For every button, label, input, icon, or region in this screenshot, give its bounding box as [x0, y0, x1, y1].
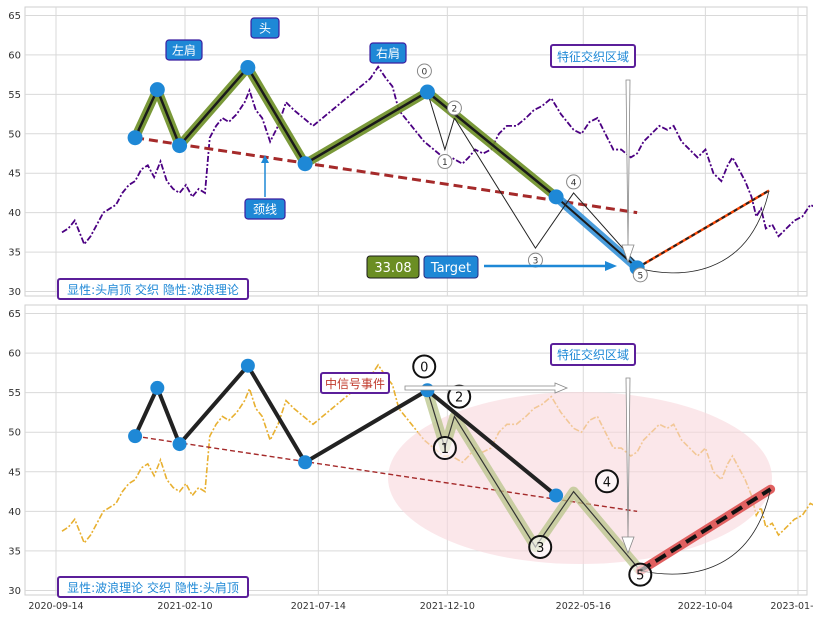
y-tick-label: 55 — [8, 388, 21, 399]
y-tick-label: 60 — [8, 349, 21, 360]
wave-label-text: 4 — [603, 475, 611, 490]
pattern-marker — [172, 138, 188, 154]
zone-text: 特征交织区域 — [557, 347, 629, 362]
wave-label-circle — [528, 534, 553, 559]
y-tick-label: 40 — [8, 208, 21, 219]
wave-label-text: 0 — [420, 361, 428, 376]
zone-arrow — [621, 377, 635, 555]
pattern-marker — [419, 84, 435, 100]
right-shoulder-box — [369, 42, 407, 64]
pattern-marker — [298, 455, 313, 470]
event-arrow — [404, 382, 569, 394]
wave-label-circle — [437, 154, 453, 170]
wave-label-text: 5 — [637, 271, 643, 281]
y-tick-label: 30 — [8, 586, 21, 597]
wave-label-circle — [412, 354, 437, 379]
y-tick-label: 50 — [8, 428, 21, 439]
y-tick-label: 30 — [8, 287, 21, 298]
y-tick-label: 50 — [8, 129, 21, 140]
y-tick-label: 55 — [8, 90, 21, 101]
left-shoulder-text: 左肩 — [172, 43, 196, 58]
y-tick-label: 65 — [8, 11, 21, 22]
wave-label-circle — [632, 267, 648, 283]
top-panel: 3035404550556065012345左肩头右肩颈线特征交织区域33.08… — [8, 6, 813, 300]
event-box — [320, 372, 390, 394]
target-arrowhead — [605, 261, 617, 271]
x-tick-label: 2022-05-16 — [556, 601, 611, 612]
zone-box — [550, 343, 636, 366]
pattern-marker — [150, 380, 165, 395]
zone-box — [550, 44, 636, 68]
pattern-marker — [128, 429, 143, 444]
pattern-marker — [297, 156, 313, 172]
legend-text: 显性:波浪理论 交织 隐性:头肩顶 — [67, 580, 239, 595]
event-text: 中信号事件 — [325, 376, 385, 391]
x-tick-label: 2021-12-10 — [420, 601, 475, 612]
wave-label-circle — [628, 562, 653, 587]
y-tick-label: 35 — [8, 248, 21, 259]
pattern-marker — [240, 358, 255, 373]
x-tick-label: 2021-02-10 — [157, 601, 212, 612]
neckline-label-text: 颈线 — [253, 203, 277, 217]
wave-label-text: 4 — [571, 178, 577, 188]
projection-arc — [637, 190, 770, 274]
price-series-line — [61, 65, 813, 246]
wave-label-text: 2 — [455, 391, 463, 406]
head-box — [250, 17, 280, 39]
wave-label-circle — [446, 100, 462, 116]
zone-arrow — [621, 79, 635, 264]
neckline — [134, 435, 638, 513]
zone-text: 特征交织区域 — [557, 49, 629, 64]
legend-text: 显性:头肩顶 交织 隐性:波浪理论 — [67, 282, 239, 297]
projection-line — [639, 487, 772, 573]
pattern-marker — [149, 82, 165, 98]
wave-label-circle — [416, 63, 432, 79]
wave-label-text: 2 — [452, 105, 458, 115]
pattern-marker — [240, 60, 256, 76]
wave-label-text: 0 — [422, 67, 428, 77]
wave-label-text: 3 — [533, 257, 539, 267]
x-tick-label: 2021-07-14 — [291, 601, 346, 612]
bottom-panel: 3035404550556065012345中信号事件特征交织区域显性:波浪理论… — [8, 304, 813, 598]
y-tick-label: 40 — [8, 507, 21, 518]
panel-frame — [24, 6, 808, 297]
legend-box — [57, 278, 249, 300]
wave-label-text: 5 — [636, 569, 644, 584]
wave-label-circle — [594, 469, 619, 494]
value-text: 33.08 — [374, 261, 411, 276]
value-box — [366, 255, 420, 279]
wave-label-text: 1 — [441, 442, 449, 457]
pattern-marker — [549, 488, 564, 503]
wave-label-circle — [566, 174, 582, 190]
projection-line — [636, 189, 770, 269]
feature-zone-ellipse — [388, 392, 772, 564]
pattern-marker — [127, 130, 143, 146]
projection-arc — [640, 489, 771, 575]
target-text: Target — [430, 261, 471, 276]
y-tick-label: 65 — [8, 309, 21, 320]
y-tick-label: 45 — [8, 169, 21, 180]
right-shoulder-text: 右肩 — [376, 46, 400, 61]
y-tick-label: 35 — [8, 546, 21, 557]
wave-line — [454, 117, 641, 269]
wave-label-text: 3 — [536, 541, 544, 556]
x-tick-label: 2022-10-04 — [678, 601, 733, 612]
y-tick-label: 60 — [8, 50, 21, 61]
x-tick-label: 2020-09-14 — [28, 601, 83, 612]
wave-label-circle — [432, 436, 457, 461]
x-tick-label: 2023-01-19 — [770, 601, 813, 612]
pattern-marker — [548, 189, 564, 205]
pattern-marker — [172, 437, 187, 452]
neckline-arrowhead — [261, 155, 269, 163]
target-box — [423, 255, 479, 279]
pattern-extra-line — [555, 196, 638, 269]
left-shoulder-box — [165, 39, 203, 61]
legend-box — [57, 576, 249, 598]
y-tick-label: 45 — [8, 467, 21, 478]
head-text: 头 — [259, 22, 271, 36]
wave-label-text: 1 — [442, 158, 448, 168]
neckline-label-box — [244, 198, 286, 220]
wave-line — [426, 91, 455, 152]
